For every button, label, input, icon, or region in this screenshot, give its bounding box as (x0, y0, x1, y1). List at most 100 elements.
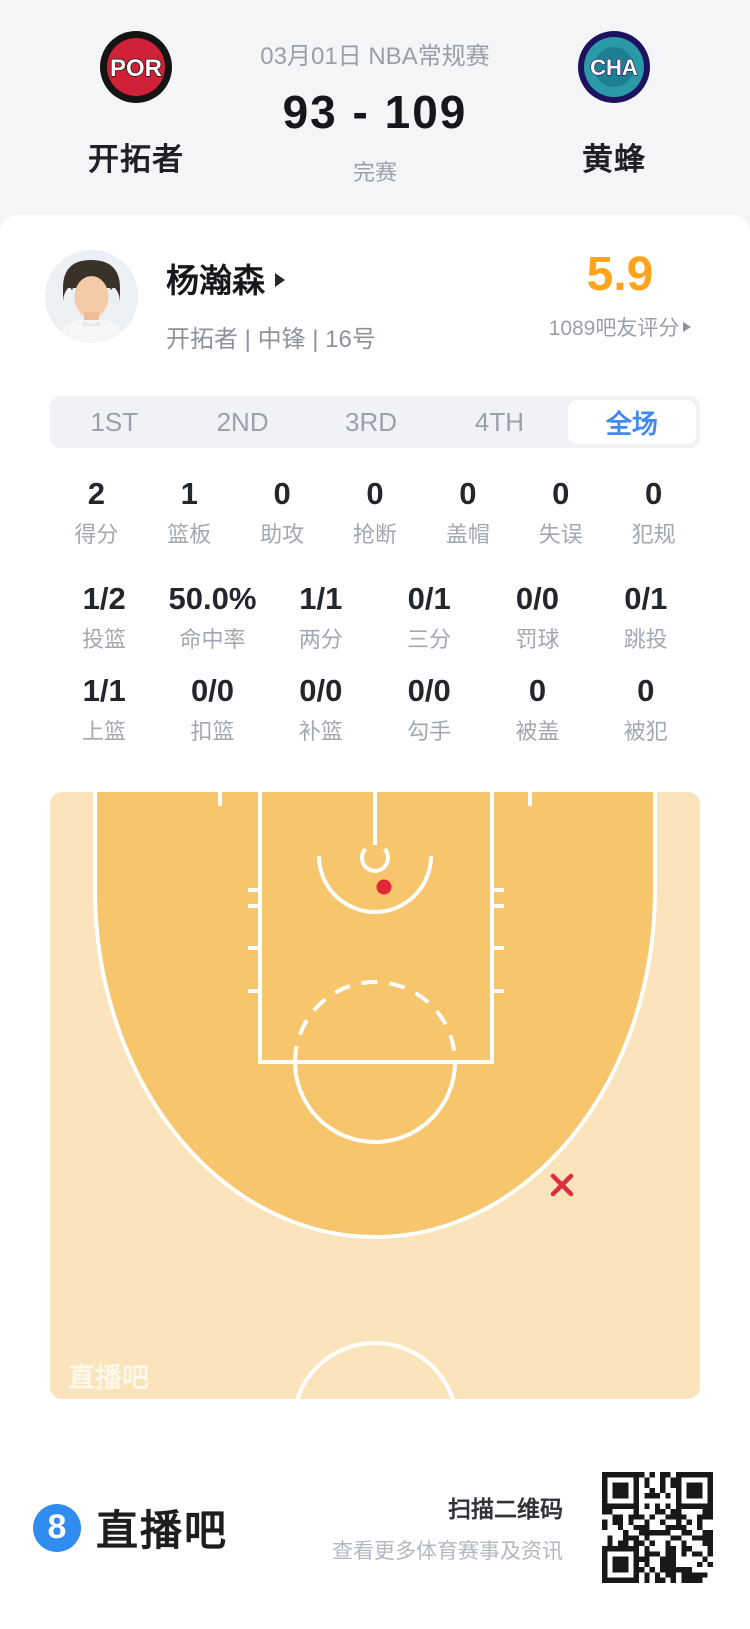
tab-1st[interactable]: 1ST (90, 406, 139, 437)
tab-full-game[interactable]: 全场 (567, 400, 697, 444)
free-throw-circle-dashed (293, 980, 457, 1063)
stat-label: 得分 (74, 522, 119, 547)
stat-value: 0/0 (190, 673, 235, 708)
stat-cell: 1/1 两分 (267, 582, 375, 654)
stat-cell: 50.0% 命中率 (158, 582, 266, 654)
rating-votes: 1089吧友评分 (530, 312, 710, 342)
tab-4th[interactable]: 4TH (474, 406, 524, 437)
player-avatar[interactable] (45, 250, 138, 343)
stat-cell: 2 得分 (50, 477, 143, 549)
stat-cell: 1/2 投篮 (50, 582, 158, 654)
match-status: 完赛 (352, 160, 397, 185)
home-team-name: 开拓者 (88, 142, 184, 177)
missed-shot-marker (550, 1173, 574, 1197)
stat-cell: 0/0 罚球 (483, 582, 591, 654)
stat-value: 1/1 (82, 673, 126, 708)
scan-subtitle: 查看更多体育赛事及资讯 (332, 1540, 563, 1563)
stat-value: 1/1 (299, 581, 343, 616)
player-name: 杨瀚森 (166, 262, 265, 299)
scan-block: 扫描二维码 查看更多体育赛事及资讯 (332, 1490, 563, 1565)
player-name-line[interactable]: 杨瀚森 (166, 254, 376, 302)
stat-label: 上篮 (82, 719, 127, 744)
stat-label: 被盖 (515, 719, 560, 744)
stat-label: 两分 (298, 627, 343, 652)
player-meta: 开拓者 | 中锋 | 16号 (166, 326, 376, 353)
player-card: 杨瀚森 开拓者 | 中锋 | 16号 5.9 1089吧友评分 1ST 2ND 3R… (0, 215, 750, 1629)
stat-label: 三分 (407, 627, 452, 652)
free-throw-circle-solid (293, 1061, 457, 1144)
stat-cell: 0 抢断 (329, 477, 422, 549)
player-info: 杨瀚森 开拓者 | 中锋 | 16号 (166, 254, 376, 354)
three-point-line (93, 792, 657, 1239)
match-score: 93 - 109 (282, 86, 468, 138)
stat-label: 抢断 (353, 522, 398, 547)
home-team-abbr: POR (110, 55, 162, 82)
shot-chart-court: 直播吧 (50, 792, 700, 1399)
away-team-logo-icon: CHA (578, 31, 650, 103)
stat-label: 被犯 (623, 719, 668, 744)
stat-label: 失误 (538, 522, 583, 547)
stat-row: 1/2 投篮 50.0% 命中率 1/1 两分 0/1 三分 0/0 罚球 0/1 跳投 (50, 582, 700, 654)
stat-label: 犯规 (631, 522, 676, 547)
player-rating-block[interactable]: 5.9 1089吧友评分 (530, 250, 710, 342)
away-team-block: CHA 黄蜂 (534, 30, 694, 179)
stat-label: 补篮 (298, 719, 343, 744)
stat-cell: 1/1 上篮 (50, 674, 158, 746)
stat-value: 0/0 (299, 673, 343, 708)
stat-value: 1/2 (82, 581, 126, 616)
stat-cell: 0 助攻 (236, 477, 329, 549)
home-team-block: POR 开拓者 (56, 30, 216, 179)
stat-label: 勾手 (407, 719, 452, 744)
stat-value: 0 (366, 476, 384, 511)
stat-value: 0/0 (515, 581, 560, 616)
stat-cell: 0 盖帽 (421, 477, 514, 549)
center-circle (291, 1341, 459, 1399)
stat-cell: 1 篮板 (143, 477, 236, 549)
stat-label: 篮板 (167, 522, 212, 547)
stat-row: 1/1 上篮 0/0 扣篮 0/0 补篮 0/0 勾手 0 被盖 0 被犯 (50, 674, 700, 746)
stat-value: 0 (273, 476, 291, 511)
lane-box (258, 792, 494, 1064)
stat-label: 盖帽 (445, 522, 490, 547)
made-shot-marker (376, 879, 392, 895)
stat-row: 2 得分 1 篮板 0 助攻 0 抢断 0 盖帽 0 失误 0 犯规 (50, 477, 700, 549)
stat-cell: 0/0 勾手 (375, 674, 483, 746)
stat-value: 0 (637, 673, 655, 708)
match-center: 03月01日 NBA常规赛 93 - 109 完赛 (225, 0, 525, 187)
stat-value: 0/1 (624, 581, 668, 616)
tab-2nd[interactable]: 2ND (216, 406, 269, 437)
stat-value: 2 (87, 476, 106, 511)
stat-value: 1 (180, 476, 198, 511)
stat-label: 命中率 (179, 627, 246, 652)
footer: 8 直播吧 扫描二维码 查看更多体育赛事及资讯 (0, 1400, 750, 1629)
stat-value: 50.0% (168, 581, 257, 616)
player-row: 杨瀚森 开拓者 | 中锋 | 16号 5.9 1089吧友评分 (45, 250, 710, 353)
stat-cell: 0/0 扣篮 (158, 674, 266, 746)
stat-label: 跳投 (623, 627, 668, 652)
stat-value: 0/1 (407, 581, 451, 616)
chevron-right-icon (683, 322, 692, 332)
rating-votes-label: 1089吧友评分 (548, 317, 680, 340)
period-tabs: 1ST 2ND 3RD 4TH 全场 (50, 396, 700, 448)
rating-value: 5.9 (586, 248, 654, 301)
stat-label: 扣篮 (190, 719, 235, 744)
match-header: POR 开拓者 03月01日 NBA常规赛 93 - 109 完赛 CHA 黄蜂 (0, 0, 750, 240)
rim (360, 847, 390, 873)
stat-cell: 0/0 补篮 (267, 674, 375, 746)
stat-value: 0/0 (407, 673, 451, 708)
chevron-right-icon (275, 273, 285, 287)
brand-badge-digit: 8 (47, 1508, 67, 1546)
stat-cell: 0/1 跳投 (592, 582, 700, 654)
stat-cell: 0 被犯 (592, 674, 700, 746)
restricted-area-arc (317, 855, 433, 914)
stat-value: 0 (459, 476, 477, 511)
tab-3rd[interactable]: 3RD (345, 406, 398, 437)
stat-label: 罚球 (515, 627, 560, 652)
court-watermark: 直播吧 (68, 1363, 149, 1393)
zhibo8-logo-icon: 8 (33, 1503, 81, 1552)
stat-cell: 0 被盖 (483, 674, 591, 746)
match-date: 03月01日 NBA常规赛 (260, 43, 490, 70)
scan-title: 扫描二维码 (448, 1496, 563, 1522)
stat-cell: 0 失误 (514, 477, 607, 549)
